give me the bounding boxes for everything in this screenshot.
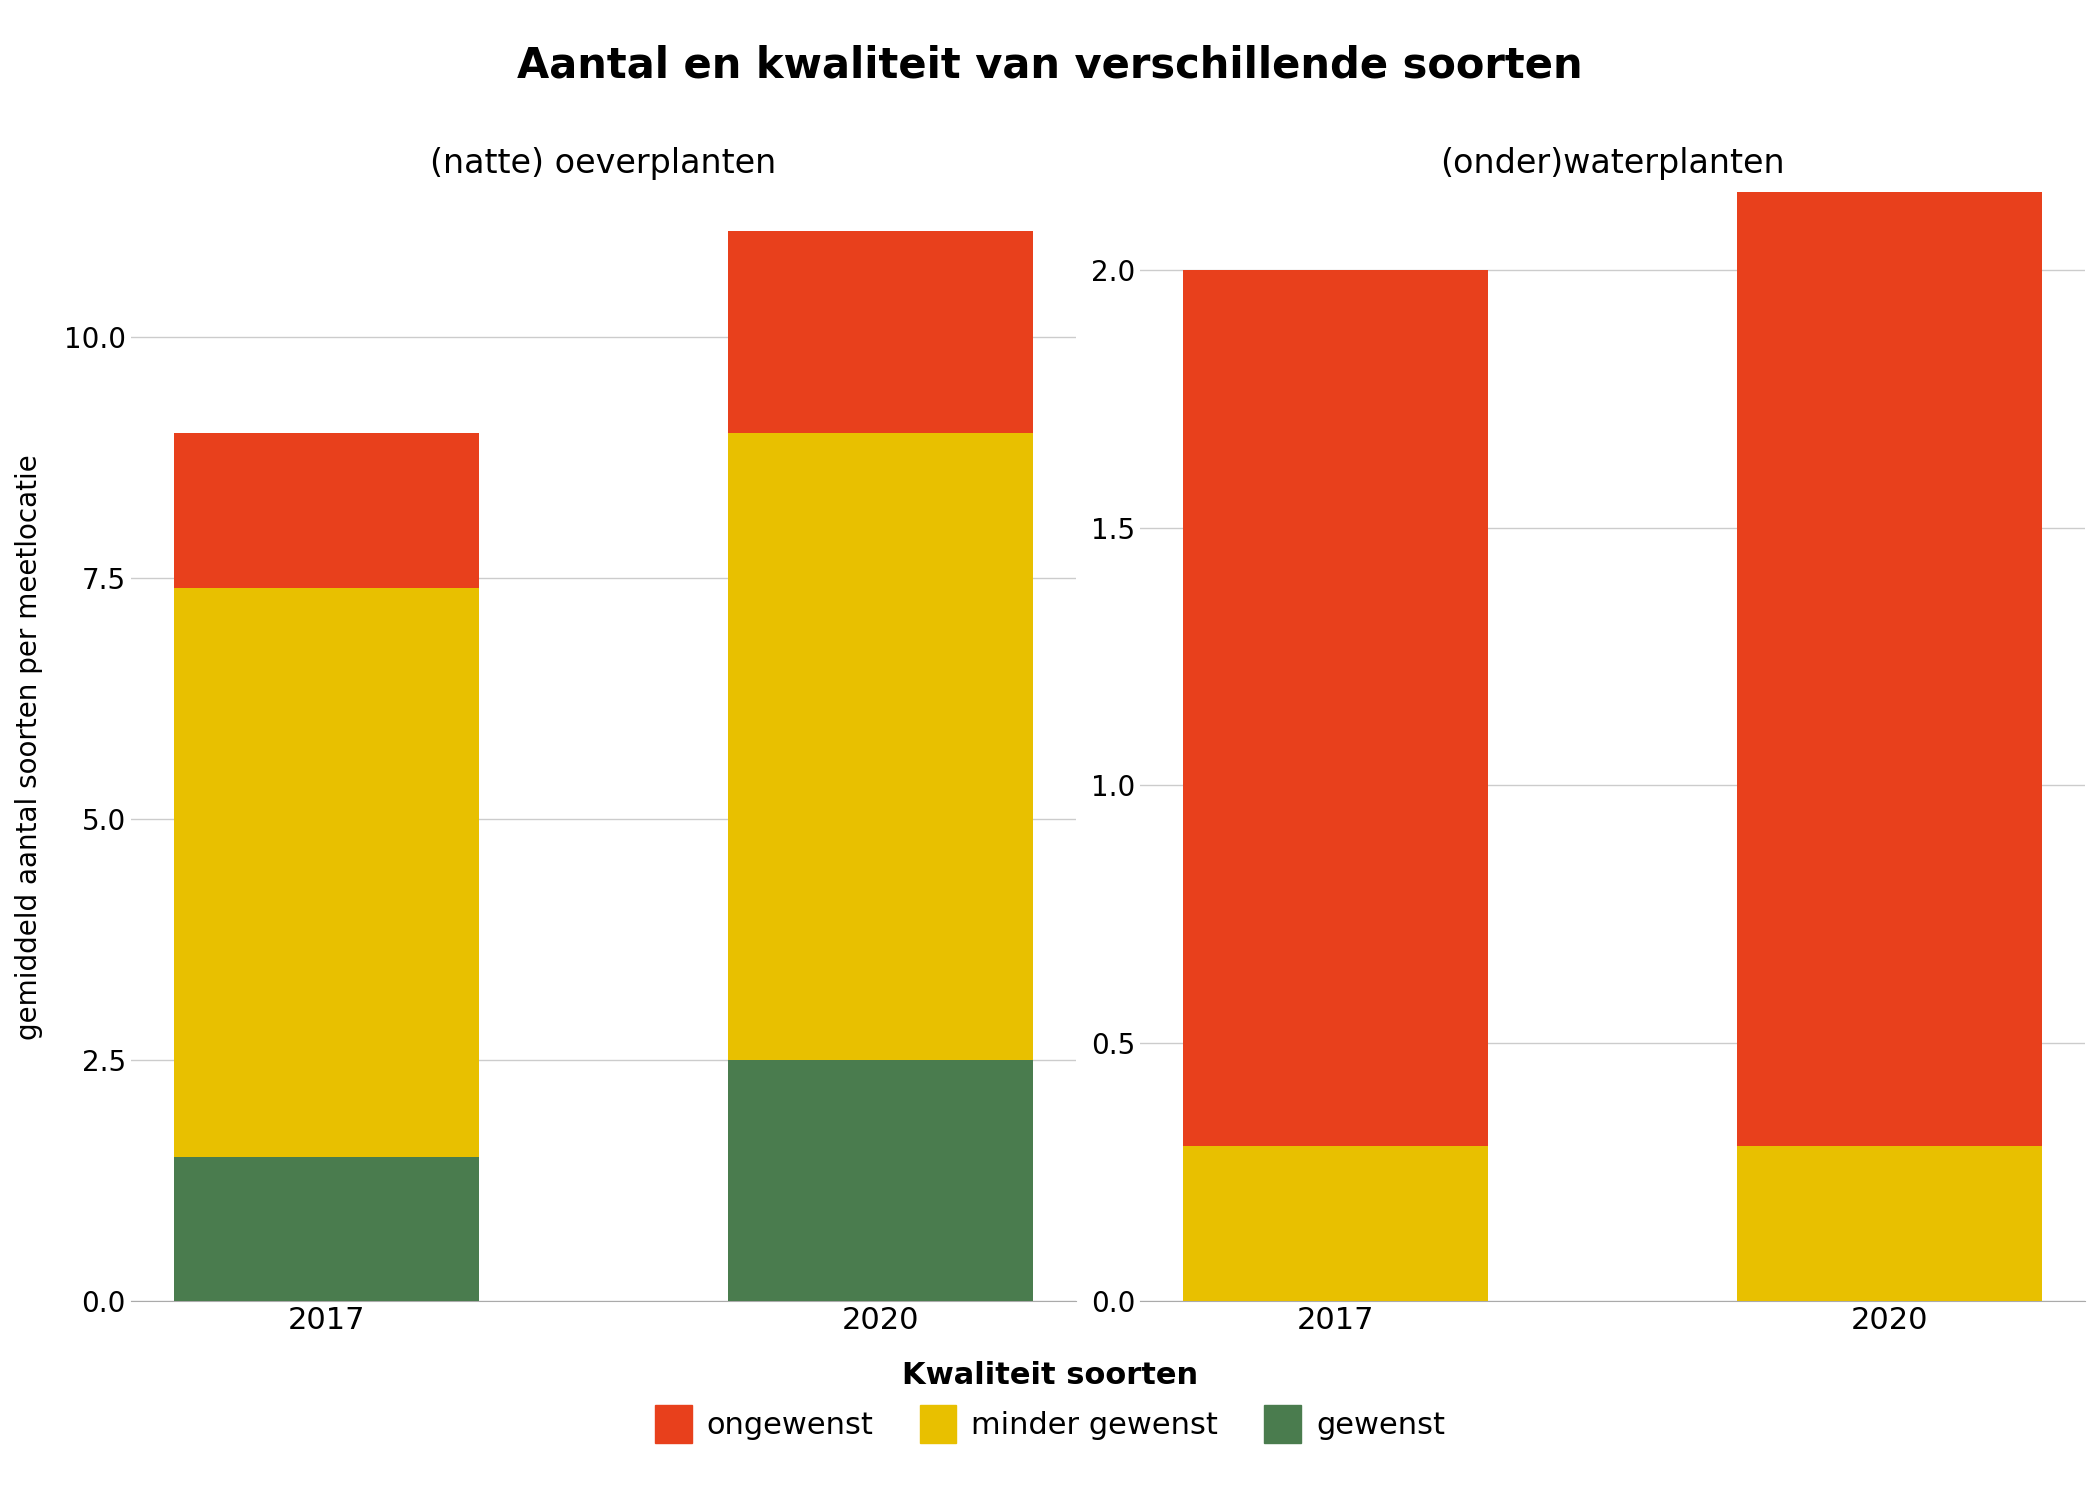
Bar	[174, 433, 479, 588]
Y-axis label: gemiddeld aantal soorten per meetlocatie: gemiddeld aantal soorten per meetlocatie	[15, 454, 42, 1040]
Bar	[174, 588, 479, 1156]
Bar	[1737, 1146, 2041, 1300]
Legend: ongewenst, minder gewenst, gewenst: ongewenst, minder gewenst, gewenst	[643, 1348, 1457, 1455]
Bar	[729, 433, 1033, 1060]
Title: (natte) oeverplanten: (natte) oeverplanten	[430, 147, 777, 180]
Bar	[1182, 1146, 1487, 1300]
Bar	[1737, 0, 2041, 1146]
Bar	[174, 1156, 479, 1300]
Title: (onder)waterplanten: (onder)waterplanten	[1441, 147, 1785, 180]
Bar	[729, 1060, 1033, 1300]
Bar	[1182, 270, 1487, 1146]
Text: Aantal en kwaliteit van verschillende soorten: Aantal en kwaliteit van verschillende so…	[517, 45, 1583, 87]
Bar	[729, 231, 1033, 434]
